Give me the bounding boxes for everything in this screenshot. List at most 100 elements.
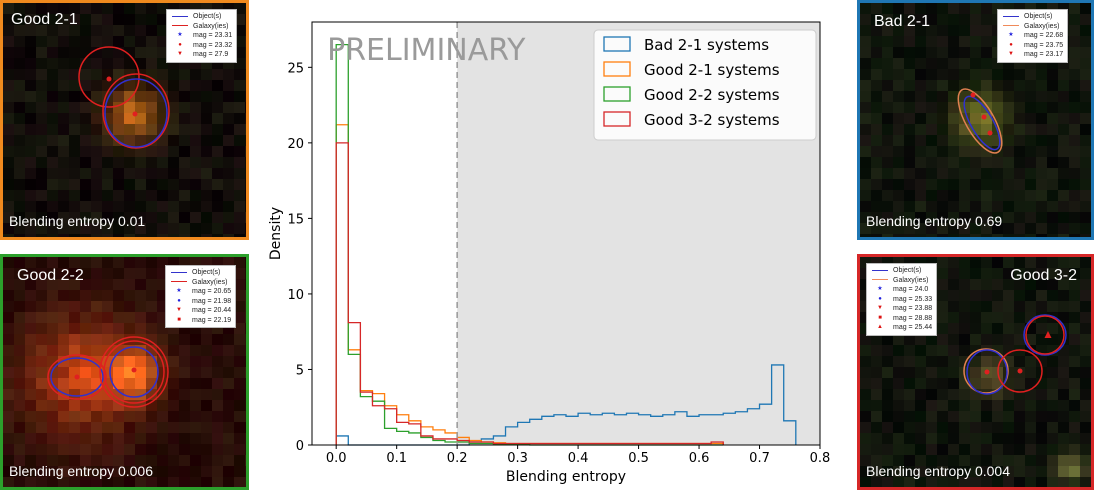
image-pixel	[157, 411, 168, 422]
image-pixel	[1047, 179, 1058, 190]
image-pixel	[124, 223, 135, 234]
image-pixel	[245, 157, 246, 168]
image-pixel	[981, 477, 992, 487]
image-pixel	[69, 378, 80, 389]
image-pixel	[1025, 124, 1036, 135]
image-pixel	[926, 345, 937, 356]
image-pixel	[937, 367, 948, 378]
image-pixel	[14, 466, 25, 477]
image-pixel	[36, 411, 47, 422]
image-pixel	[58, 223, 69, 234]
image-pixel	[201, 58, 212, 69]
image-pixel	[904, 47, 915, 58]
image-pixel	[223, 157, 234, 168]
image-pixel	[1025, 455, 1036, 466]
legend-row: ● mag = 25.33	[870, 295, 932, 305]
image-pixel	[212, 411, 223, 422]
image-pixel	[146, 80, 157, 91]
image-pixel	[190, 389, 201, 400]
image-pixel	[1003, 201, 1014, 212]
image-pixel	[860, 279, 871, 290]
image-pixel	[212, 124, 223, 135]
image-pixel	[135, 422, 146, 433]
image-pixel	[3, 157, 14, 168]
image-pixel	[970, 334, 981, 345]
image-pixel	[25, 157, 36, 168]
image-pixel	[1003, 378, 1014, 389]
image-pixel	[871, 113, 882, 124]
image-pixel	[992, 466, 1003, 477]
image-pixel	[179, 80, 190, 91]
image-pixel	[959, 477, 970, 487]
image-pixel	[893, 389, 904, 400]
image-pixel	[981, 124, 992, 135]
image-pixel	[69, 234, 80, 237]
image-pixel	[1058, 124, 1069, 135]
image-pixel	[1069, 179, 1080, 190]
image-pixel	[959, 312, 970, 323]
image-pixel	[937, 323, 948, 334]
image-pixel	[25, 367, 36, 378]
image-pixel	[190, 201, 201, 212]
image-pixel	[102, 334, 113, 345]
image-pixel	[91, 157, 102, 168]
image-pixel	[970, 323, 981, 334]
image-pixel	[893, 444, 904, 455]
image-pixel	[146, 356, 157, 367]
legend-swatch	[603, 36, 631, 52]
image-pixel	[245, 367, 246, 378]
image-pixel	[1014, 212, 1025, 223]
image-pixel	[915, 466, 926, 477]
image-pixel	[904, 356, 915, 367]
image-pixel	[91, 190, 102, 201]
image-pixel	[69, 25, 80, 36]
image-pixel	[146, 58, 157, 69]
image-pixel	[157, 466, 168, 477]
image-pixel	[223, 367, 234, 378]
image-pixel	[1069, 113, 1080, 124]
image-pixel	[25, 212, 36, 223]
image-pixel	[1025, 69, 1036, 80]
image-pixel	[1058, 279, 1069, 290]
image-pixel	[80, 135, 91, 146]
image-pixel	[893, 80, 904, 91]
image-pixel	[234, 367, 245, 378]
detection-ellipse	[963, 95, 1001, 151]
image-pixel	[1036, 466, 1047, 477]
image-pixel	[860, 80, 871, 91]
image-pixel	[904, 223, 915, 234]
image-pixel	[124, 290, 135, 301]
image-pixel	[1036, 212, 1047, 223]
image-pixel	[47, 14, 58, 25]
image-pixel	[1047, 3, 1058, 14]
image-pixel	[25, 36, 36, 47]
image-pixel	[36, 257, 47, 268]
image-pixel	[1080, 58, 1091, 69]
image-pixel	[14, 356, 25, 367]
image-pixel	[80, 433, 91, 444]
image-pixel	[190, 69, 201, 80]
image-pixel	[1025, 146, 1036, 157]
image-pixel	[970, 201, 981, 212]
image-pixel	[80, 279, 91, 290]
image-pixel	[937, 157, 948, 168]
image-pixel	[201, 466, 212, 477]
source-marker	[970, 92, 976, 98]
image-pixel	[190, 212, 201, 223]
image-pixel	[168, 146, 179, 157]
legend-star-icon: ★	[176, 288, 182, 294]
image-pixel	[871, 25, 882, 36]
image-pixel	[102, 168, 113, 179]
image-pixel	[1069, 201, 1080, 212]
image-pixel	[882, 334, 893, 345]
image-pixel	[80, 356, 91, 367]
image-pixel	[58, 290, 69, 301]
image-pixel	[926, 157, 937, 168]
image-pixel	[926, 466, 937, 477]
image-pixel	[234, 179, 245, 190]
image-pixel	[157, 223, 168, 234]
image-pixel	[981, 433, 992, 444]
image-pixel	[47, 301, 58, 312]
image-pixel	[1080, 135, 1091, 146]
image-pixel	[1080, 455, 1091, 466]
